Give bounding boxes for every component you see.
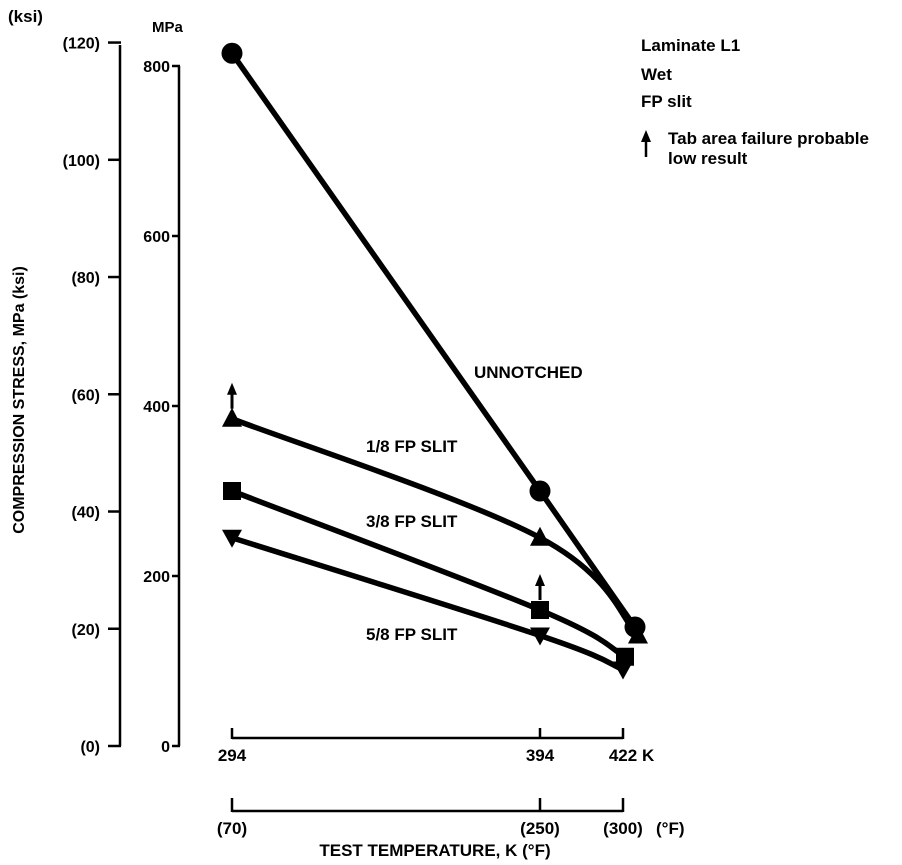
legend-line-3: FP slit — [641, 92, 692, 111]
series-line — [229, 416, 641, 639]
ksi-tick-label: (80) — [72, 270, 100, 287]
k-tick-label: 422 — [609, 746, 637, 765]
data-point — [529, 480, 551, 502]
series-label: 1/8 FP SLIT — [366, 437, 458, 456]
k-tick-label: 394 — [526, 746, 555, 765]
data-point — [222, 529, 242, 548]
legend-line-1: Laminate L1 — [641, 36, 740, 55]
k-tick-label: 294 — [218, 746, 247, 765]
data-point — [222, 407, 242, 427]
chart-marks: UNNOTCHED 1/8 FP SLIT 3/8 FP SLIT 5/8 FP SL… — [221, 42, 648, 680]
f-tick-label: (300) — [603, 819, 643, 838]
x-axis-title: TEST TEMPERATURE, K (°F) — [319, 841, 550, 860]
ksi-tick-label: (100) — [63, 153, 100, 170]
ksi-tick-label: (0) — [80, 739, 100, 756]
mpa-tick-label: 800 — [143, 59, 170, 76]
legend-tab-note-1: Tab area failure probable — [668, 129, 869, 148]
mpa-axis-unit: MPa — [152, 19, 184, 36]
tab-failure-arrow-icon — [641, 130, 651, 157]
series-label: 3/8 FP SLIT — [366, 512, 458, 531]
data-point — [530, 627, 550, 646]
ksi-axis-unit: (ksi) — [8, 7, 43, 26]
legend-line-2: Wet — [641, 65, 672, 84]
f-tick-label: (70) — [217, 819, 247, 838]
ksi-tick-label: (20) — [72, 622, 100, 639]
series-line — [229, 535, 626, 673]
mpa-tick-label: 200 — [143, 569, 170, 586]
tab-failure-arrowhead — [227, 382, 237, 395]
mpa-tick-label: 0 — [161, 739, 170, 756]
series-line — [229, 50, 638, 630]
series-label: UNNOTCHED — [474, 363, 583, 382]
data-point — [531, 601, 549, 619]
data-point — [530, 526, 550, 546]
series-label: 5/8 FP SLIT — [366, 625, 458, 644]
data-point — [221, 42, 243, 64]
data-point — [613, 661, 633, 680]
k-axis-unit: K — [642, 746, 655, 765]
data-point — [628, 624, 648, 644]
f-axis: (°F) — [232, 809, 685, 838]
k-axis: K — [232, 736, 655, 765]
ksi-tick-label: (60) — [72, 387, 100, 404]
f-tick-label: (250) — [520, 819, 560, 838]
mpa-axis: MPa — [152, 19, 184, 746]
mpa-tick-label: 600 — [143, 229, 170, 246]
data-point — [616, 647, 634, 666]
legend: Laminate L1 Wet FP slit Tab area failure… — [641, 36, 869, 168]
tab-failure-arrowhead — [535, 574, 545, 586]
series-line — [229, 488, 628, 660]
ksi-tick-label: (120) — [63, 36, 100, 53]
y-axis-title: COMPRESSION STRESS, MPa (ksi) — [11, 266, 28, 534]
ksi-tick-label: (40) — [72, 505, 100, 522]
mpa-tick-label: 400 — [143, 399, 170, 416]
data-point — [223, 482, 241, 500]
f-axis-unit: (°F) — [656, 819, 685, 838]
legend-tab-note-2: low result — [668, 149, 748, 168]
